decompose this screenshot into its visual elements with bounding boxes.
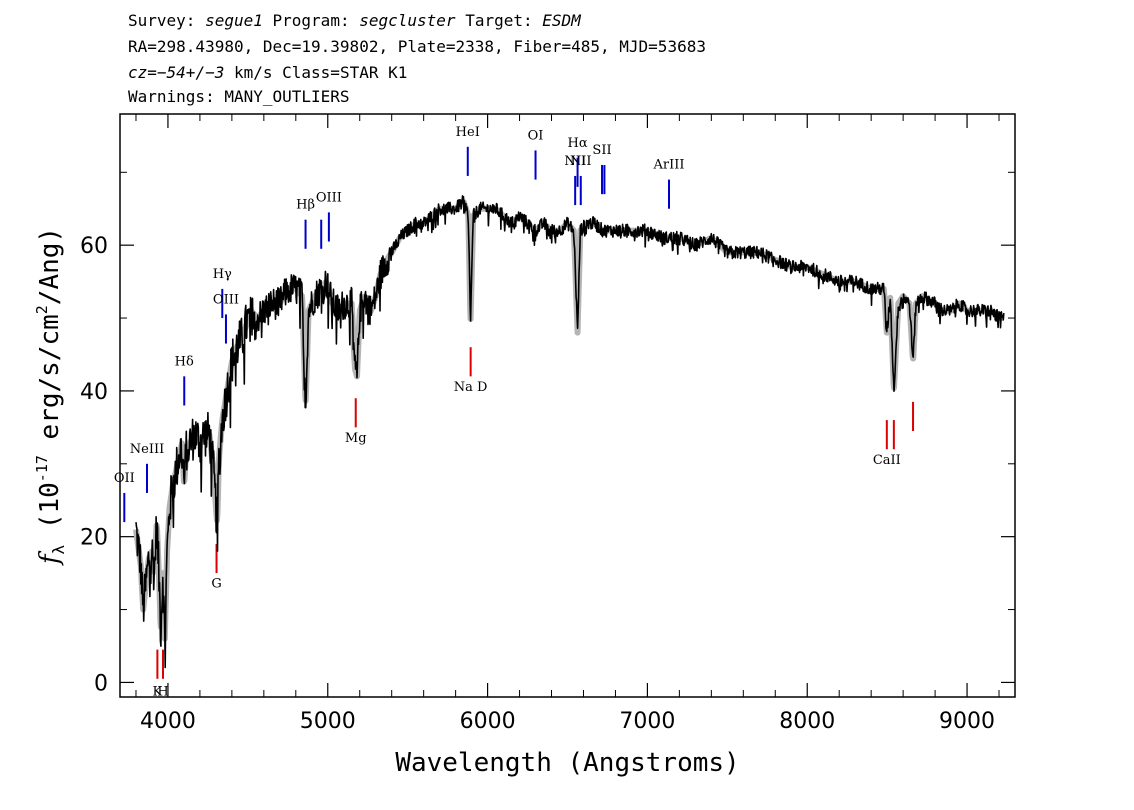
emission-line-label: ArIII [652,158,684,173]
emission-line-label: Hβ [296,198,315,213]
coordinates-line: RA=298.43980, Dec=19.39802, Plate=2338, … [128,37,706,56]
x-tick-label: 4000 [140,709,196,734]
survey-line: Survey: segue1 Program: segcluster Targe… [128,10,581,32]
cz-label: cz= [128,63,157,82]
absorption-line-label: CaII [873,453,901,468]
target-label: Target: [465,11,533,30]
emission-line-label: OII [114,471,135,486]
x-tick-label: 7000 [619,709,675,734]
absorption-line-label: G [211,577,221,592]
y-tick-label: 60 [80,234,108,259]
error-band [133,198,1007,642]
y-tick-label: 40 [80,380,108,405]
axis-ticks: 4000 5000 6000 7000 8000 9000 0 20 40 60 [80,114,1015,734]
x-tick-label: 6000 [460,709,516,734]
x-tick-label: 9000 [939,709,995,734]
program-value: segcluster [359,11,456,30]
emission-line-label: Hδ [175,354,194,369]
emission-line-label: OIII [213,292,239,307]
emission-line-label: NeIII [130,442,164,457]
y-axis-title: fλ (10-17 erg/s/cm2/Ang) [33,227,68,566]
y-tick-label: 0 [94,671,108,696]
absorption-line-label: H [157,685,168,700]
x-tick-label: 5000 [300,709,356,734]
emission-line-label: NII [564,154,586,169]
emission-line-label: OI [528,129,544,144]
absorption-line-label: Mg [345,431,367,446]
emission-line-label: Hα [568,136,588,151]
warnings-line: Warnings: MANY_OUTLIERS [128,87,350,106]
plot-frame [119,113,1016,698]
target-value: ESDM [542,11,581,30]
emission-line-label: NII [570,154,592,169]
y-tick-label: 20 [80,526,108,551]
spectrum-line [135,195,1005,669]
x-tick-label: 8000 [779,709,835,734]
survey-label: Survey: [128,11,196,30]
absorption-line-label: K [153,685,163,700]
redshift-line: cz=−54+/−3 km/s Class=STAR K1 [128,62,407,84]
cz-value: −54+/−3 [156,63,225,82]
program-label: Program: [272,11,350,30]
survey-value: segue1 [205,11,263,30]
x-axis-title: Wavelength (Angstroms) [395,748,739,778]
emission-line-label: Hγ [213,267,232,282]
absorption-line-label: Na D [454,380,488,395]
class-text: km/s Class=STAR K1 [224,63,408,82]
emission-line-label: OIII [316,190,342,205]
emission-line-label: HeI [456,125,480,140]
emission-line-label: SII [592,143,611,158]
